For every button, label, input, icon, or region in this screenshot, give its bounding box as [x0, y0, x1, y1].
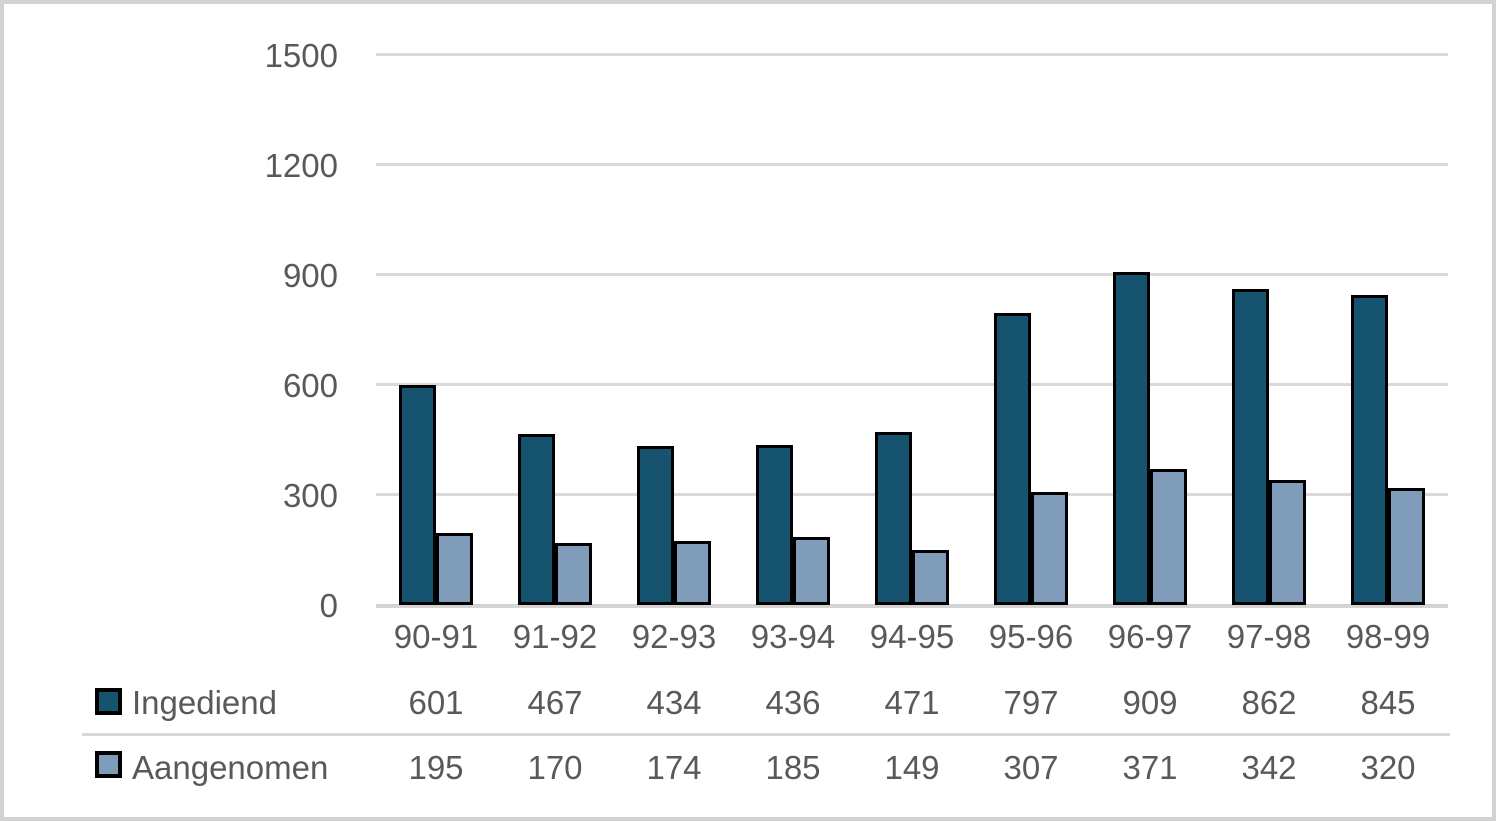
bar-ingediend — [1351, 295, 1388, 605]
table-cell-ingediend: 797 — [1003, 684, 1059, 721]
bar-aangenomen — [1150, 469, 1187, 605]
table-cell-ingediend: 471 — [884, 684, 940, 721]
table-cell-aangenomen: 342 — [1241, 749, 1297, 786]
x-category-label: 95-96 — [988, 618, 1074, 655]
x-category-label: 90-91 — [393, 618, 479, 655]
y-tick-label: 300 — [282, 477, 338, 514]
bar-ingediend — [994, 313, 1031, 605]
legend-label-aangenomen: Aangenomen — [132, 749, 329, 786]
x-category-label: 97-98 — [1226, 618, 1312, 655]
legend-swatch-aangenomen — [95, 751, 122, 778]
table-cell-ingediend: 909 — [1122, 684, 1178, 721]
table-cell-aangenomen: 371 — [1122, 749, 1178, 786]
gridline — [376, 273, 1448, 276]
bar-aangenomen — [674, 541, 711, 605]
bar-aangenomen — [793, 537, 830, 605]
table-cell-ingediend: 467 — [527, 684, 583, 721]
bar-aangenomen — [555, 543, 592, 605]
table-cell-ingediend: 436 — [765, 684, 821, 721]
y-tick-label: 600 — [282, 367, 338, 404]
table-cell-aangenomen: 307 — [1003, 749, 1059, 786]
x-category-label: 94-95 — [869, 618, 955, 655]
table-cell-aangenomen: 195 — [408, 749, 464, 786]
legend-label-ingediend: Ingediend — [132, 684, 277, 721]
table-cell-aangenomen: 174 — [646, 749, 702, 786]
gridline — [376, 493, 1448, 496]
x-category-label: 98-99 — [1345, 618, 1431, 655]
table-cell-aangenomen: 170 — [527, 749, 583, 786]
bar-aangenomen — [912, 550, 949, 605]
y-tick-label: 0 — [319, 587, 338, 624]
table-cell-aangenomen: 320 — [1360, 749, 1416, 786]
table-cell-aangenomen: 185 — [765, 749, 821, 786]
bar-ingediend — [399, 385, 436, 605]
plot-area: 0 300 600 900 1200 1500 — [4, 4, 1492, 817]
bar-aangenomen — [1269, 480, 1306, 605]
y-tick-label: 1500 — [264, 37, 338, 74]
bar-aangenomen — [436, 533, 473, 605]
y-tick-label: 1200 — [264, 147, 338, 184]
bar-ingediend — [518, 434, 555, 605]
bar-ingediend — [1232, 289, 1269, 605]
table-row-divider — [82, 733, 1450, 736]
gridline — [376, 53, 1448, 56]
table-cell-aangenomen: 149 — [884, 749, 940, 786]
y-tick-label: 900 — [282, 257, 338, 294]
table-cell-ingediend: 601 — [408, 684, 464, 721]
gridline — [376, 163, 1448, 166]
x-category-label: 93-94 — [750, 618, 836, 655]
bar-ingediend — [637, 446, 674, 605]
table-cell-ingediend: 862 — [1241, 684, 1297, 721]
x-category-label: 91-92 — [512, 618, 598, 655]
x-category-label: 92-93 — [631, 618, 717, 655]
table-cell-ingediend: 434 — [646, 684, 702, 721]
x-category-label: 96-97 — [1107, 618, 1193, 655]
bar-ingediend — [1113, 272, 1150, 605]
bar-ingediend — [756, 445, 793, 605]
table-cell-ingediend: 845 — [1360, 684, 1416, 721]
bar-aangenomen — [1031, 492, 1068, 605]
bar-ingediend — [875, 432, 912, 605]
gridline — [376, 383, 1448, 386]
x-axis-line — [376, 604, 1448, 608]
legend-swatch-ingediend — [95, 688, 122, 715]
bar-aangenomen — [1388, 488, 1425, 605]
